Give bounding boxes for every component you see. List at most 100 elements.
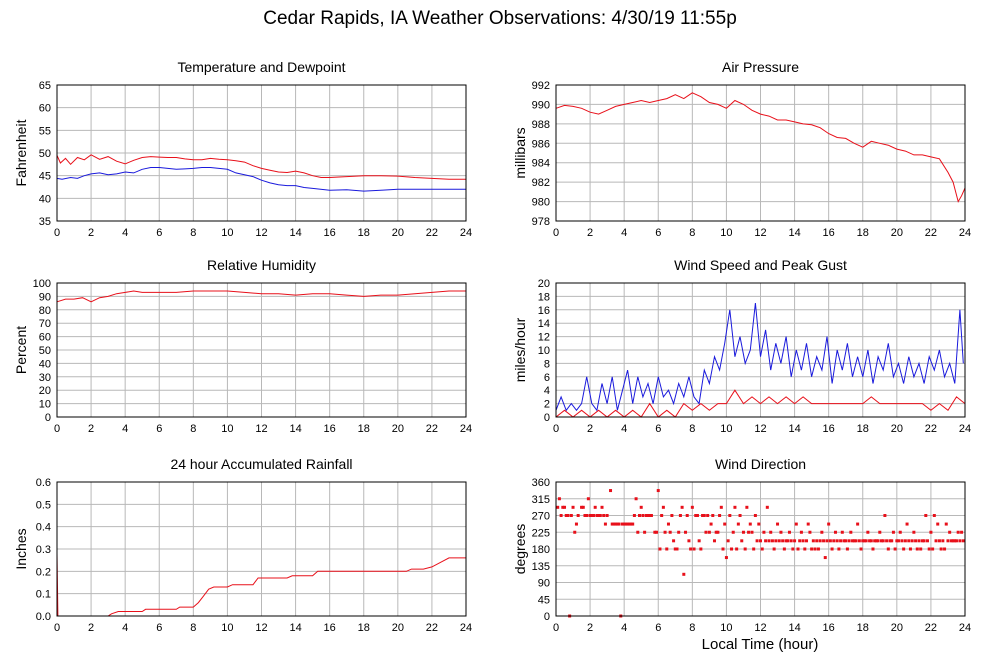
data-point: [673, 547, 677, 551]
data-point: [779, 530, 783, 534]
data-point: [665, 547, 669, 551]
x-tick-label: 10: [221, 227, 233, 239]
data-point: [677, 530, 681, 534]
data-point: [929, 530, 933, 534]
y-tick-label: 60: [39, 103, 51, 115]
data-point: [752, 547, 756, 551]
x-tick-label: 18: [857, 227, 869, 239]
y-tick-label: 360: [532, 477, 550, 489]
data-point: [626, 522, 630, 526]
page-title: Cedar Rapids, IA Weather Observations: 4…: [263, 8, 737, 29]
y-tick-label: 100: [33, 278, 51, 290]
y-tick-label: 45: [538, 594, 550, 606]
x-tick-label: 22: [426, 622, 438, 634]
y-tick-label: 55: [39, 125, 51, 137]
data-point: [951, 539, 955, 543]
y-tick-label: 45: [39, 171, 51, 183]
data-point: [573, 530, 577, 534]
data-point: [879, 539, 883, 543]
plot-frame: [56, 84, 467, 222]
data-point: [670, 514, 674, 517]
chart-title: Wind Direction: [715, 456, 806, 472]
data-point: [697, 539, 701, 543]
data-point: [614, 522, 618, 526]
data-point: [735, 547, 739, 551]
x-tick-label: 6: [655, 423, 661, 435]
data-point: [898, 530, 902, 534]
data-point: [891, 530, 895, 534]
x-tick-label: 12: [255, 423, 267, 435]
x-tick-label: 6: [156, 423, 162, 435]
data-point: [949, 539, 953, 543]
data-point: [820, 530, 824, 534]
data-point: [794, 522, 798, 526]
data-point: [672, 539, 676, 543]
data-point: [948, 530, 952, 534]
data-point: [886, 547, 890, 551]
data-point: [873, 539, 877, 543]
data-point: [649, 514, 653, 517]
data-point: [682, 572, 686, 576]
y-tick-label: 35: [39, 216, 51, 228]
y-tick-label: 80: [39, 305, 51, 317]
data-point: [777, 539, 781, 543]
data-point: [740, 539, 744, 543]
y-tick-label: 0.3: [36, 544, 51, 556]
data-point: [644, 514, 648, 517]
data-point: [866, 530, 870, 534]
y-axis-label: degrees: [512, 524, 528, 575]
data-point: [890, 539, 894, 543]
data-point: [690, 505, 694, 509]
y-tick-label: 40: [39, 193, 51, 205]
y-tick-label: 90: [538, 578, 550, 590]
data-point: [636, 530, 640, 534]
data-point: [868, 539, 872, 543]
data-point: [883, 514, 887, 517]
x-tick-label: 24: [460, 622, 472, 634]
data-point: [907, 539, 911, 543]
data-point: [830, 547, 834, 551]
data-point: [675, 547, 679, 551]
x-tick-label: 14: [289, 423, 301, 435]
data-point: [666, 522, 670, 526]
data-point: [610, 522, 614, 526]
x-tick-label: 4: [122, 423, 128, 435]
data-point: [583, 514, 587, 517]
data-point: [862, 539, 866, 543]
data-point: [678, 514, 682, 517]
y-tick-label: 135: [532, 561, 550, 573]
data-point: [801, 539, 805, 543]
data-point: [753, 514, 757, 517]
y-tick-label: 0: [544, 611, 550, 623]
data-point: [648, 514, 652, 517]
x-tick-label: 2: [88, 227, 94, 239]
data-point: [556, 505, 560, 509]
data-point: [956, 530, 960, 534]
data-point: [747, 530, 751, 534]
x-tick-label: 8: [190, 622, 196, 634]
x-tick-label: 14: [788, 227, 800, 239]
y-tick-label: 270: [532, 511, 550, 523]
data-point: [852, 539, 856, 543]
data-point: [660, 514, 664, 517]
x-tick-label: 10: [720, 622, 732, 634]
data-point: [835, 539, 839, 543]
y-tick-label: 986: [532, 138, 550, 150]
data-point: [748, 522, 752, 526]
x-tick-label: 0: [54, 423, 60, 435]
y-tick-label: 70: [39, 318, 51, 330]
data-point: [943, 547, 947, 551]
data-point: [593, 505, 597, 509]
data-point: [770, 539, 774, 543]
data-point: [796, 547, 800, 551]
y-axis-label: Fahrenheit: [13, 119, 29, 186]
x-tick-label: 20: [392, 423, 404, 435]
series-line-0: [56, 290, 466, 303]
data-point: [805, 539, 809, 543]
y-tick-label: 0.2: [36, 566, 51, 578]
data-point: [687, 539, 691, 543]
data-point: [914, 539, 918, 543]
data-point: [595, 514, 599, 517]
data-point: [946, 539, 950, 543]
